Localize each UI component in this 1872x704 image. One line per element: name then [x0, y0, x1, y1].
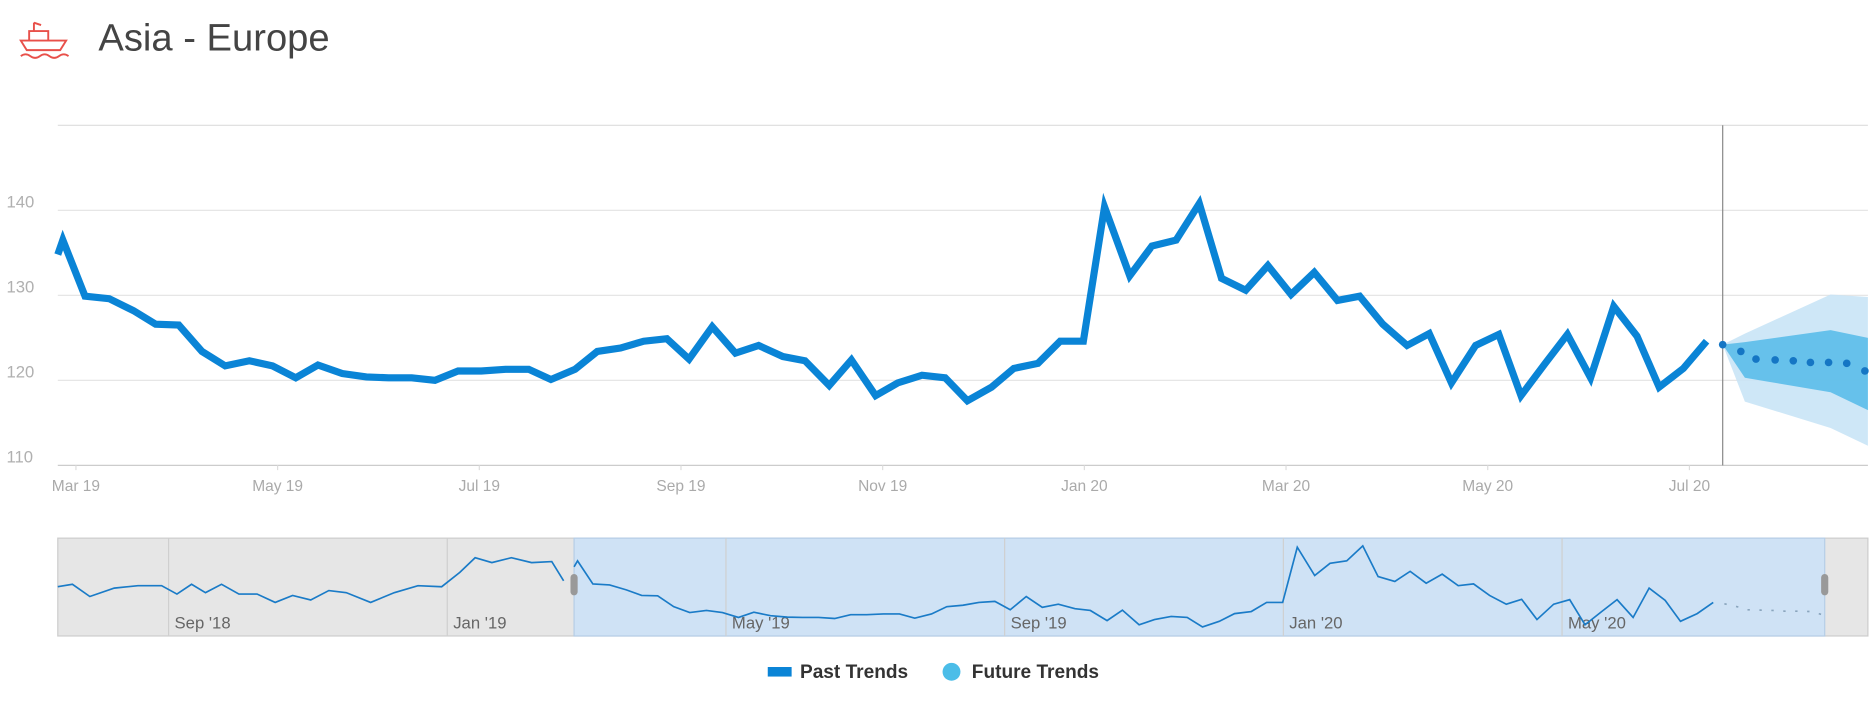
x-tick-label: Jul 19 [459, 478, 500, 495]
x-tick-label: May 19 [252, 478, 303, 495]
forecast-dot [1737, 347, 1745, 356]
ship-icon [19, 21, 70, 59]
x-tick-label: Jan 20 [1061, 478, 1108, 495]
navigator-tick-label: May '20 [1568, 613, 1626, 632]
forecast-dot [1806, 358, 1815, 367]
legend-label: Past Trends [800, 662, 908, 683]
y-tick-label: 140 [6, 193, 34, 212]
forecast-inner-band [1722, 330, 1868, 411]
x-tick-label: Mar 20 [1262, 478, 1311, 495]
navigator-tick-label: May '19 [732, 613, 790, 632]
legend-swatch [767, 667, 792, 677]
x-tick-label: May 20 [1462, 478, 1513, 495]
navigator-history-line [57, 556, 565, 604]
navigator-selection [573, 537, 1826, 637]
forecast-dot [1842, 359, 1851, 368]
forecast-dot [1824, 358, 1833, 367]
navigator-handle [1821, 573, 1829, 596]
chart-title: Asia - Europe [98, 17, 329, 60]
x-tick-label: Sep 19 [656, 478, 705, 495]
forecast-dot [1771, 356, 1779, 364]
forecast-dot [1789, 356, 1798, 365]
y-tick-label: 120 [6, 363, 34, 382]
x-tick-label: Jul 20 [1669, 478, 1711, 495]
navigator-tick-label: Jan '19 [453, 613, 506, 632]
forecast-dot [1718, 340, 1727, 349]
legend-swatch [942, 662, 961, 681]
navigator-tick-label: Sep '18 [175, 613, 231, 632]
forecast-dot [1752, 355, 1760, 363]
y-tick-label: 130 [6, 278, 34, 297]
forecast-dot [1861, 367, 1869, 375]
y-tick-label: 110 [6, 448, 33, 467]
legend-label: Future Trends [972, 662, 1099, 683]
x-tick-label: Mar 19 [52, 478, 100, 495]
x-tick-label: Nov 19 [858, 478, 907, 495]
navigator-handle [570, 573, 578, 596]
navigator-tick-label: Jan '20 [1289, 613, 1342, 632]
navigator-past-line [573, 544, 1714, 628]
past-line [54, 192, 1710, 406]
navigator-tick-label: Sep '19 [1011, 613, 1067, 632]
navigator-future-line [1724, 603, 1823, 616]
